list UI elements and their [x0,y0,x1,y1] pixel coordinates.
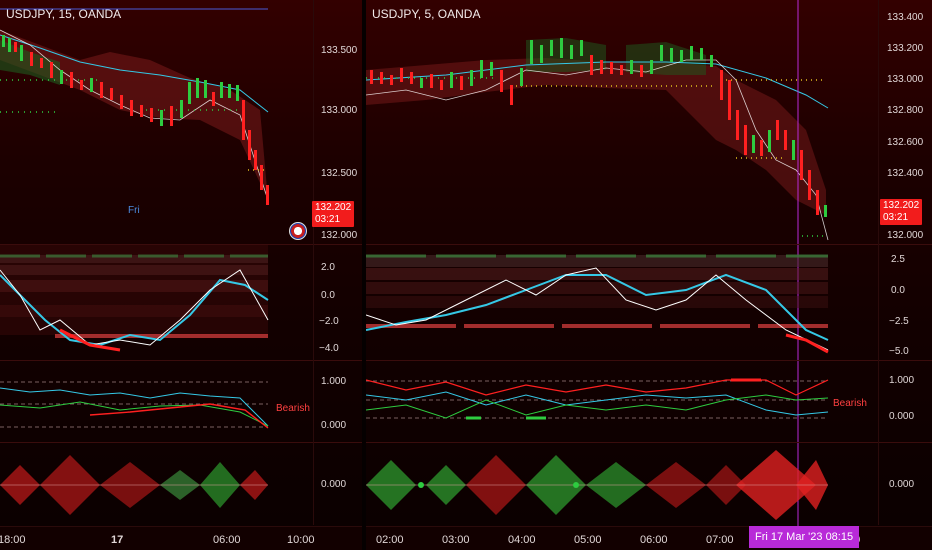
bar-countdown: 03:21 [883,212,909,223]
price-tick: 133.400 [887,12,924,23]
left-price-axis[interactable]: 133.500 133.000 132.500 132.000 2.0 0.0 … [313,0,362,525]
time-tick: 10:00 [287,534,315,546]
time-tick: 04:00 [508,534,536,546]
osc1-tick: 0.0 [891,285,905,296]
time-tick: 06:00 [213,534,241,546]
crosshair-time-label: Fri 17 Mar '23 08:15 [749,526,860,548]
osc3-tick: 0.000 [321,479,347,490]
last-price-tag: 132.202 03:21 [312,201,355,227]
time-tick: 06:00 [640,534,668,546]
price-tick: 132.400 [887,168,924,179]
fri-marker: Fri [128,205,140,216]
time-tick: 05:00 [574,534,602,546]
price-tick: 132.600 [887,137,924,148]
price-tick: 133.000 [321,105,358,116]
last-price-value: 132.202 [883,200,920,211]
pane-separator[interactable] [366,360,932,361]
left-candles [2,35,269,205]
osc2-tick: 1.000 [889,375,915,386]
osc1-tick: −5.0 [889,346,909,357]
price-tick: 132.000 [321,230,358,241]
price-tick: 133.000 [887,74,924,85]
time-tick: 07:00 [706,534,734,546]
bearish-label: Bearish [276,403,310,414]
osc1-tick: 2.5 [891,254,905,265]
right-chart-panel[interactable]: USDJPY, 5, OANDA 133.400 133.200 133.000… [366,0,932,550]
osc2-tick: 0.000 [889,411,915,422]
price-tick: 132.000 [887,230,924,241]
left-symbol-title[interactable]: USDJPY, 15, OANDA [6,7,122,21]
pane-separator[interactable] [366,244,932,245]
right-symbol-title[interactable]: USDJPY, 5, OANDA [372,7,481,21]
left-time-axis[interactable]: 18:00 17 06:00 10:00 [0,526,362,550]
osc1-tick: −2.5 [889,316,909,327]
osc1-tick: 0.0 [321,290,335,301]
osc2-tick: 1.000 [321,376,347,387]
osc2-tick: 0.000 [321,420,347,431]
right-candles [370,38,827,217]
us-flag-icon[interactable] [289,222,307,240]
price-tick: 132.500 [321,168,358,179]
osc1-tick: −4.0 [319,343,339,354]
right-plot-area[interactable] [366,0,932,550]
pane-separator[interactable] [0,442,362,443]
chart-divider[interactable] [362,0,366,550]
bar-countdown: 03:21 [315,214,341,225]
price-tick: 133.200 [887,43,924,54]
bearish-label: Bearish [833,398,867,409]
price-tick: 133.500 [321,45,358,56]
osc3-tick: 0.000 [889,479,915,490]
right-price-axis[interactable]: 133.400 133.200 133.000 132.800 132.600 … [878,0,932,525]
osc1-tick: −2.0 [319,316,339,327]
time-tick: 18:00 [0,534,26,546]
osc1-tick: 2.0 [321,262,335,273]
pane-separator[interactable] [0,360,362,361]
time-tick: 03:00 [442,534,470,546]
pane-separator[interactable] [366,442,932,443]
price-tick: 132.800 [887,105,924,116]
left-plot-area[interactable] [0,0,362,550]
left-chart-panel[interactable]: USDJPY, 15, OANDA 133.500 133.000 132.50… [0,0,362,550]
time-tick: 02:00 [376,534,404,546]
last-price-tag: 132.202 03:21 [880,199,923,225]
last-price-value: 132.202 [315,202,352,213]
time-tick: 17 [111,534,124,546]
pane-separator[interactable] [0,244,362,245]
